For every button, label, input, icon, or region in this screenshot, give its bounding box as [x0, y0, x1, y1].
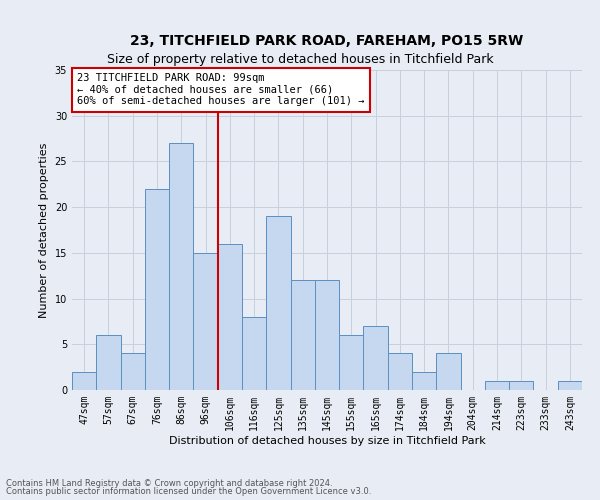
- Text: 23 TITCHFIELD PARK ROAD: 99sqm
← 40% of detached houses are smaller (66)
60% of : 23 TITCHFIELD PARK ROAD: 99sqm ← 40% of …: [77, 73, 365, 106]
- Text: Size of property relative to detached houses in Titchfield Park: Size of property relative to detached ho…: [107, 52, 493, 66]
- Bar: [193, 253, 218, 390]
- X-axis label: Distribution of detached houses by size in Titchfield Park: Distribution of detached houses by size …: [169, 436, 485, 446]
- Text: Contains HM Land Registry data © Crown copyright and database right 2024.: Contains HM Land Registry data © Crown c…: [6, 478, 332, 488]
- Bar: [485, 381, 509, 390]
- Bar: [558, 381, 582, 390]
- Bar: [145, 189, 169, 390]
- Bar: [509, 381, 533, 390]
- Y-axis label: Number of detached properties: Number of detached properties: [39, 142, 49, 318]
- Bar: [169, 143, 193, 390]
- Bar: [266, 216, 290, 390]
- Bar: [242, 317, 266, 390]
- Bar: [121, 354, 145, 390]
- Bar: [412, 372, 436, 390]
- Bar: [315, 280, 339, 390]
- Text: Contains public sector information licensed under the Open Government Licence v3: Contains public sector information licen…: [6, 487, 371, 496]
- Bar: [339, 335, 364, 390]
- Bar: [388, 354, 412, 390]
- Bar: [290, 280, 315, 390]
- Bar: [218, 244, 242, 390]
- Bar: [96, 335, 121, 390]
- Title: 23, TITCHFIELD PARK ROAD, FAREHAM, PO15 5RW: 23, TITCHFIELD PARK ROAD, FAREHAM, PO15 …: [130, 34, 524, 48]
- Bar: [72, 372, 96, 390]
- Bar: [364, 326, 388, 390]
- Bar: [436, 354, 461, 390]
